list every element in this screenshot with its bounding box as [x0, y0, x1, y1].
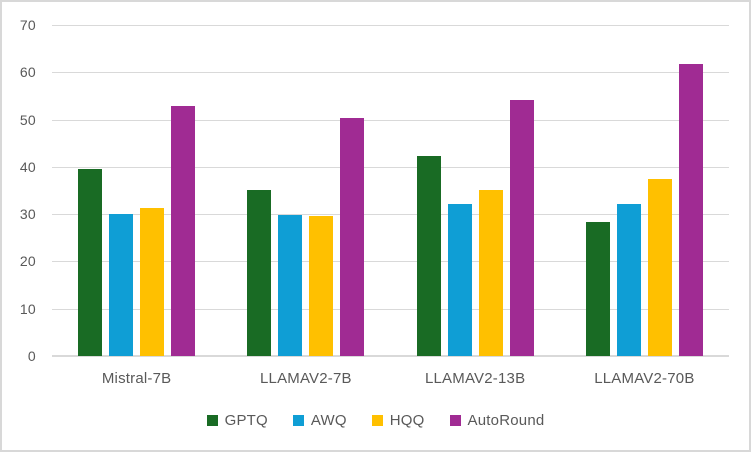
bar-group-LLAMAV2-13B [416, 25, 534, 356]
bar-group-LLAMAV2-70B [585, 25, 703, 356]
bar-HQQ-LLAMAV2-70B [647, 179, 672, 356]
bar-GPTQ-LLAMAV2-70B [585, 222, 610, 356]
y-tick-label-50: 50 [19, 111, 36, 128]
gridline-y-30 [52, 214, 729, 216]
x-category-label-Mistral-7B: Mistral-7B [101, 370, 172, 387]
bar-group-Mistral-7B [78, 25, 196, 356]
legend-item-AutoRound: AutoRound [449, 412, 545, 429]
legend-label-HQQ: HQQ [389, 412, 425, 429]
legend-swatch-GPTQ [206, 415, 218, 426]
x-category-label-LLAMAV2-13B: LLAMAV2-13B [424, 370, 526, 387]
legend-label-GPTQ: GPTQ [224, 412, 268, 429]
legend: GPTQ AWQ HQQ AutoRound [2, 412, 749, 429]
legend-item-HQQ: HQQ [371, 412, 425, 429]
y-tick-label-70: 70 [19, 17, 36, 33]
bar-GPTQ-Mistral-7B [78, 169, 103, 356]
gridline-y-20 [52, 261, 729, 263]
x-category-label-LLAMAV2-70B: LLAMAV2-70B [594, 370, 695, 387]
bar-AWQ-LLAMAV2-13B [447, 204, 472, 356]
bar-GPTQ-LLAMAV2-13B [416, 156, 441, 356]
gridline-y-50 [52, 119, 729, 121]
y-tick-label-10: 10 [19, 300, 36, 317]
bar-GPTQ-LLAMAV2-7B [247, 190, 272, 356]
legend-swatch-HQQ [371, 415, 383, 426]
gridline-y-60 [52, 72, 729, 74]
bar-AutoRound-LLAMAV2-70B [678, 64, 703, 356]
x-axis-line [52, 355, 729, 357]
y-tick-label-0: 0 [27, 348, 36, 364]
gridline-y-70 [52, 25, 729, 26]
bar-AWQ-LLAMAV2-7B [278, 215, 303, 356]
x-category-label-LLAMAV2-7B: LLAMAV2-7B [259, 370, 352, 387]
bar-HQQ-Mistral-7B [140, 208, 165, 356]
bar-AutoRound-LLAMAV2-13B [509, 100, 534, 356]
legend-label-AutoRound: AutoRound [467, 412, 545, 429]
bar-AWQ-LLAMAV2-70B [616, 204, 641, 356]
legend-swatch-AWQ [292, 415, 304, 426]
gridline-y-10 [52, 308, 729, 310]
legend-swatch-AutoRound [449, 415, 461, 426]
y-tick-label-60: 60 [19, 64, 36, 81]
bar-AutoRound-LLAMAV2-7B [340, 118, 365, 356]
bar-group-LLAMAV2-7B [247, 25, 365, 356]
plot-area [52, 25, 729, 357]
bar-AWQ-Mistral-7B [109, 214, 134, 356]
bar-HQQ-LLAMAV2-7B [309, 216, 334, 356]
bar-AutoRound-Mistral-7B [171, 106, 196, 356]
y-tick-label-40: 40 [19, 158, 36, 175]
gridline-y-40 [52, 166, 729, 168]
legend-item-GPTQ: GPTQ [206, 412, 268, 429]
bar-HQQ-LLAMAV2-13B [478, 190, 503, 356]
legend-item-AWQ: AWQ [292, 412, 347, 429]
y-tick-label-30: 30 [19, 206, 36, 223]
y-tick-label-20: 20 [19, 253, 36, 270]
legend-label-AWQ: AWQ [310, 412, 347, 429]
